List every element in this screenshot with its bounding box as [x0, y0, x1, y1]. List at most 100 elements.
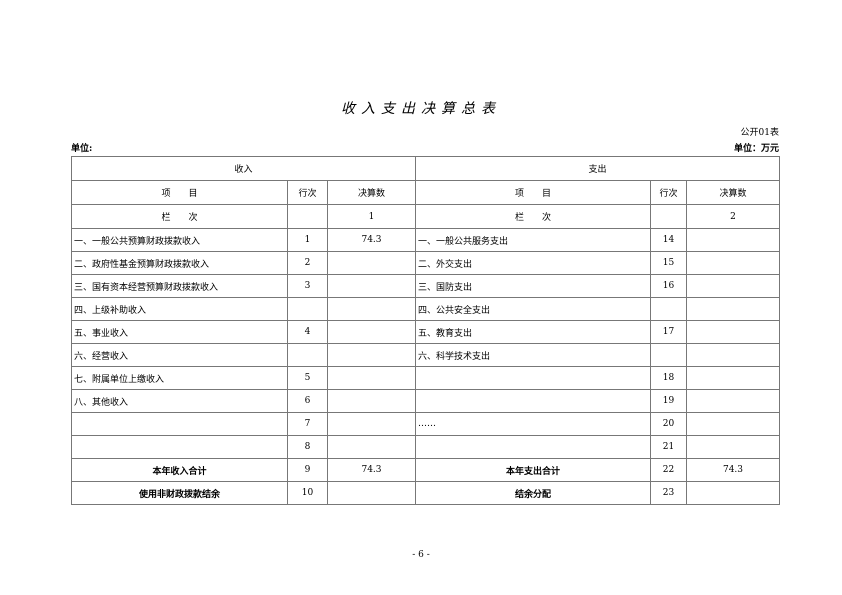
col-index: 1 — [327, 204, 416, 229]
income-item: 六、经营收入 — [71, 343, 288, 367]
table-row: 五、事业收入 4 五、教育支出 17 — [71, 320, 780, 344]
income-item: 二、政府性基金预算财政拨款收入 — [71, 251, 288, 275]
col-row-no: 行次 — [287, 180, 328, 205]
income-row-no: 8 — [287, 435, 328, 459]
income-amount — [327, 412, 416, 436]
expense-amount — [686, 366, 780, 390]
expense-item: 一、一般公共服务支出 — [415, 228, 651, 252]
expense-amount — [686, 320, 780, 344]
expense-row-no: 18 — [650, 366, 687, 390]
col-index: 2 — [686, 204, 780, 229]
expense-item: 本年支出合计 — [415, 458, 651, 482]
income-row-no: 2 — [287, 251, 328, 275]
table-row: 8 21 — [71, 435, 780, 459]
table-row: 七、附属单位上缴收入 5 18 — [71, 366, 780, 390]
expense-amount — [686, 389, 780, 413]
form-number: 公开01表 — [740, 128, 779, 138]
income-row-no: 7 — [287, 412, 328, 436]
total-row: 本年收入合计 9 74.3 本年支出合计 22 74.3 — [71, 458, 780, 482]
expense-amount — [686, 412, 780, 436]
income-amount — [327, 481, 416, 505]
income-row-no: 5 — [287, 366, 328, 390]
expense-row-no: 16 — [650, 274, 687, 298]
unit-label: 单位: — [71, 144, 93, 154]
col-item: 项 目 — [415, 180, 651, 205]
table-row: 四、上级补助收入 四、公共安全支出 — [71, 297, 780, 321]
income-item: 五、事业收入 — [71, 320, 288, 344]
income-amount — [327, 366, 416, 390]
income-row-no: 3 — [287, 274, 328, 298]
table-row: 7 …… 20 — [71, 412, 780, 436]
currency-unit: 单位：万元 — [733, 144, 779, 154]
expense-row-no: 23 — [650, 481, 687, 505]
col-row-no: 行次 — [650, 180, 687, 205]
expense-row-no: 20 — [650, 412, 687, 436]
expense-amount — [686, 343, 780, 367]
col-label: 栏 次 — [71, 204, 288, 229]
table-row: 二、政府性基金预算财政拨款收入 2 二、外交支出 15 — [71, 251, 780, 275]
expense-item: 三、国防支出 — [415, 274, 651, 298]
col-amount: 决算数 — [686, 180, 780, 205]
income-row-no: 4 — [287, 320, 328, 344]
expense-item: …… — [415, 412, 651, 436]
table-row: 三、国有资本经营预算财政拨款收入 3 三、国防支出 16 — [71, 274, 780, 298]
col-amount: 决算数 — [327, 180, 416, 205]
table-row: 一、一般公共预算财政拨款收入 1 74.3 一、一般公共服务支出 14 — [71, 228, 780, 252]
income-amount — [327, 435, 416, 459]
income-item: 三、国有资本经营预算财政拨款收入 — [71, 274, 288, 298]
expense-item — [415, 435, 651, 459]
expense-item: 二、外交支出 — [415, 251, 651, 275]
table-row: 六、经营收入 六、科学技术支出 — [71, 343, 780, 367]
income-amount: 74.3 — [327, 228, 416, 252]
expense-item: 四、公共安全支出 — [415, 297, 651, 321]
expense-row-no: 19 — [650, 389, 687, 413]
income-item: 八、其他收入 — [71, 389, 288, 413]
expense-amount — [686, 435, 780, 459]
income-row-no — [287, 343, 328, 367]
total-row: 使用非财政拨款结余 10 结余分配 23 — [71, 481, 780, 505]
expense-row-no: 17 — [650, 320, 687, 344]
col-item: 项 目 — [71, 180, 288, 205]
income-item — [71, 412, 288, 436]
income-amount — [327, 251, 416, 275]
income-row-no: 10 — [287, 481, 328, 505]
income-row-no: 6 — [287, 389, 328, 413]
expense-row-no: 22 — [650, 458, 687, 482]
expense-item: 六、科学技术支出 — [415, 343, 651, 367]
income-amount — [327, 389, 416, 413]
expense-item: 五、教育支出 — [415, 320, 651, 344]
income-row-no: 9 — [287, 458, 328, 482]
income-item: 七、附属单位上缴收入 — [71, 366, 288, 390]
expense-row-no: 21 — [650, 435, 687, 459]
expense-row-no — [650, 343, 687, 367]
expense-amount — [686, 274, 780, 298]
income-amount — [327, 343, 416, 367]
expense-amount — [686, 251, 780, 275]
expense-item — [415, 366, 651, 390]
expense-amount — [686, 228, 780, 252]
income-amount: 74.3 — [327, 458, 416, 482]
expense-row-no: 15 — [650, 251, 687, 275]
expense-amount — [686, 481, 780, 505]
expense-item: 结余分配 — [415, 481, 651, 505]
income-row-no — [287, 297, 328, 321]
income-item — [71, 435, 288, 459]
expense-row-no — [650, 297, 687, 321]
col-label: 栏 次 — [415, 204, 651, 229]
page-number: - 6 - — [412, 550, 430, 560]
income-item: 本年收入合计 — [71, 458, 288, 482]
expense-header: 支出 — [415, 156, 780, 181]
table-row: 八、其他收入 6 19 — [71, 389, 780, 413]
income-item: 一、一般公共预算财政拨款收入 — [71, 228, 288, 252]
income-amount — [327, 274, 416, 298]
expense-item — [415, 389, 651, 413]
expense-amount — [686, 297, 780, 321]
income-row-no: 1 — [287, 228, 328, 252]
page-title: 收入支出决算总表 — [341, 101, 501, 117]
income-item: 使用非财政拨款结余 — [71, 481, 288, 505]
expense-row-no: 14 — [650, 228, 687, 252]
income-item: 四、上级补助收入 — [71, 297, 288, 321]
expense-amount: 74.3 — [686, 458, 780, 482]
